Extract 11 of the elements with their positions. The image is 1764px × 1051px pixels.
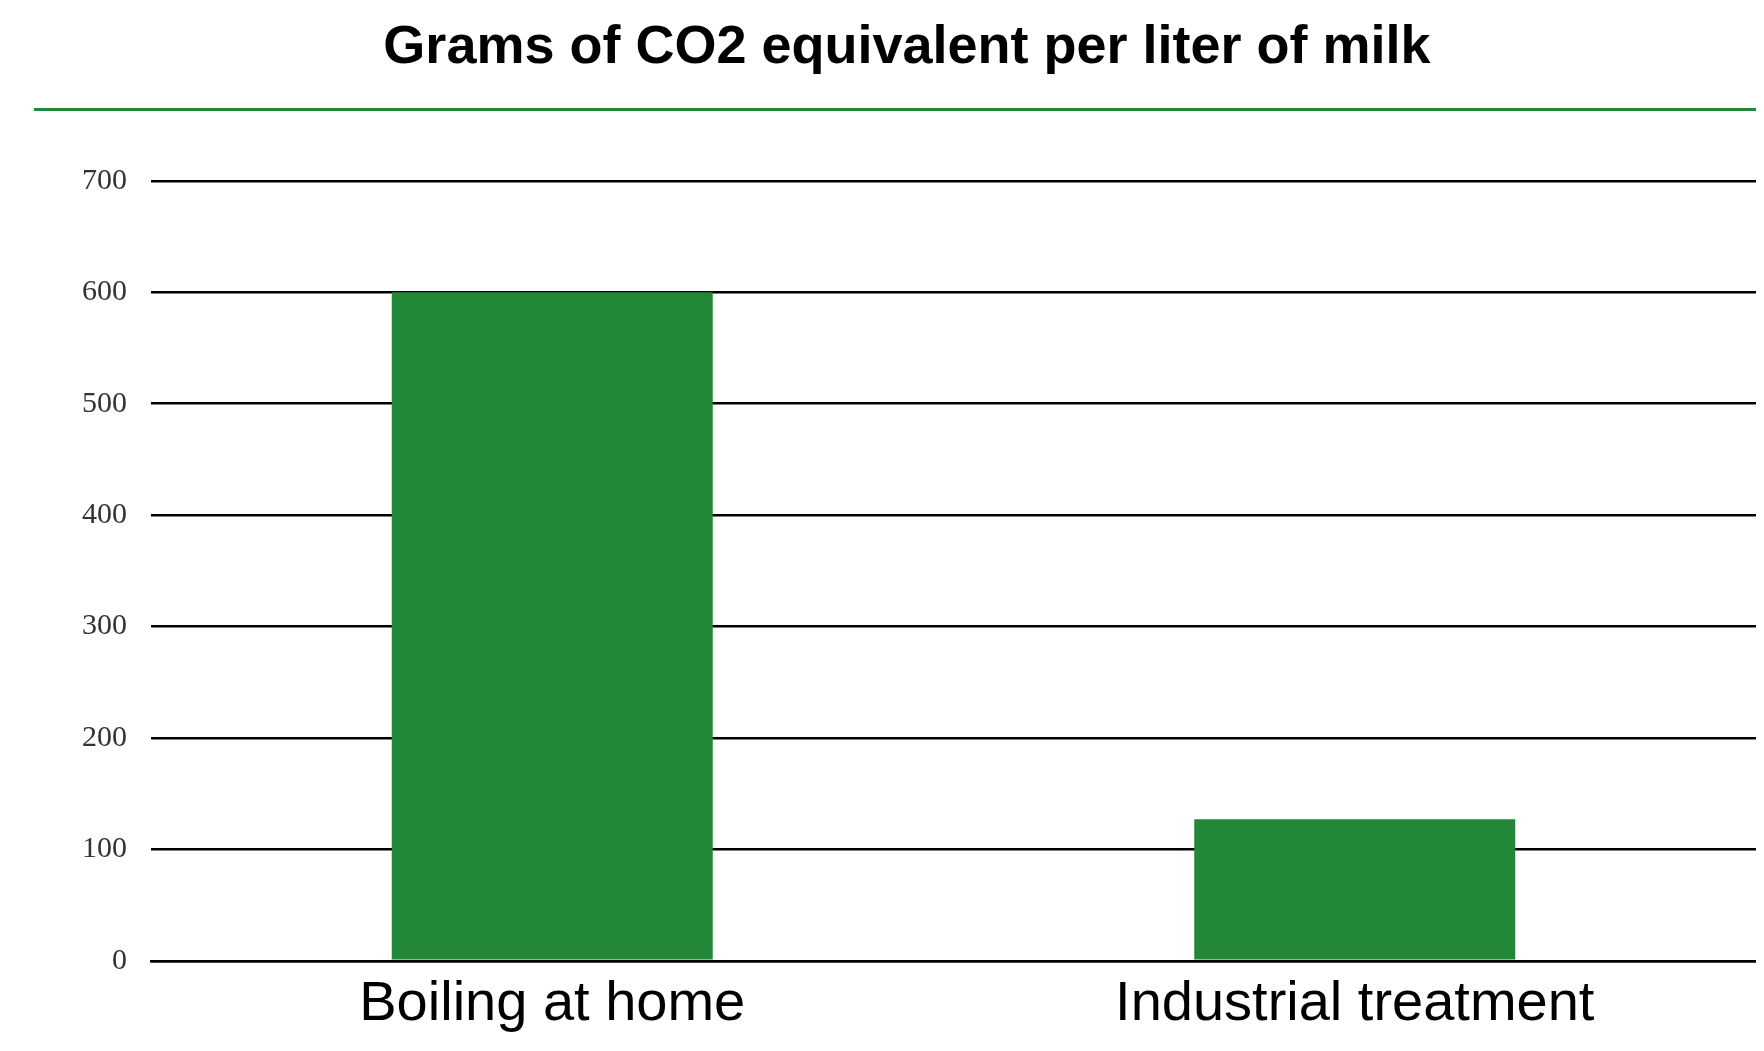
chart-title: Grams of CO2 equivalent per liter of milk (383, 14, 1432, 75)
y-tick-label: 300 (82, 607, 127, 641)
y-tick-label: 500 (82, 384, 127, 418)
y-tick-label: 600 (82, 273, 127, 307)
y-tick-label: 700 (82, 161, 127, 195)
y-tick-label: 400 (82, 495, 127, 529)
y-tick-label: 0 (112, 941, 127, 975)
x-tick-label: Industrial treatment (1115, 968, 1595, 1032)
y-tick-label: 200 (82, 718, 127, 752)
x-tick-label: Boiling at home (359, 968, 746, 1032)
y-tick-label: 100 (82, 830, 127, 864)
